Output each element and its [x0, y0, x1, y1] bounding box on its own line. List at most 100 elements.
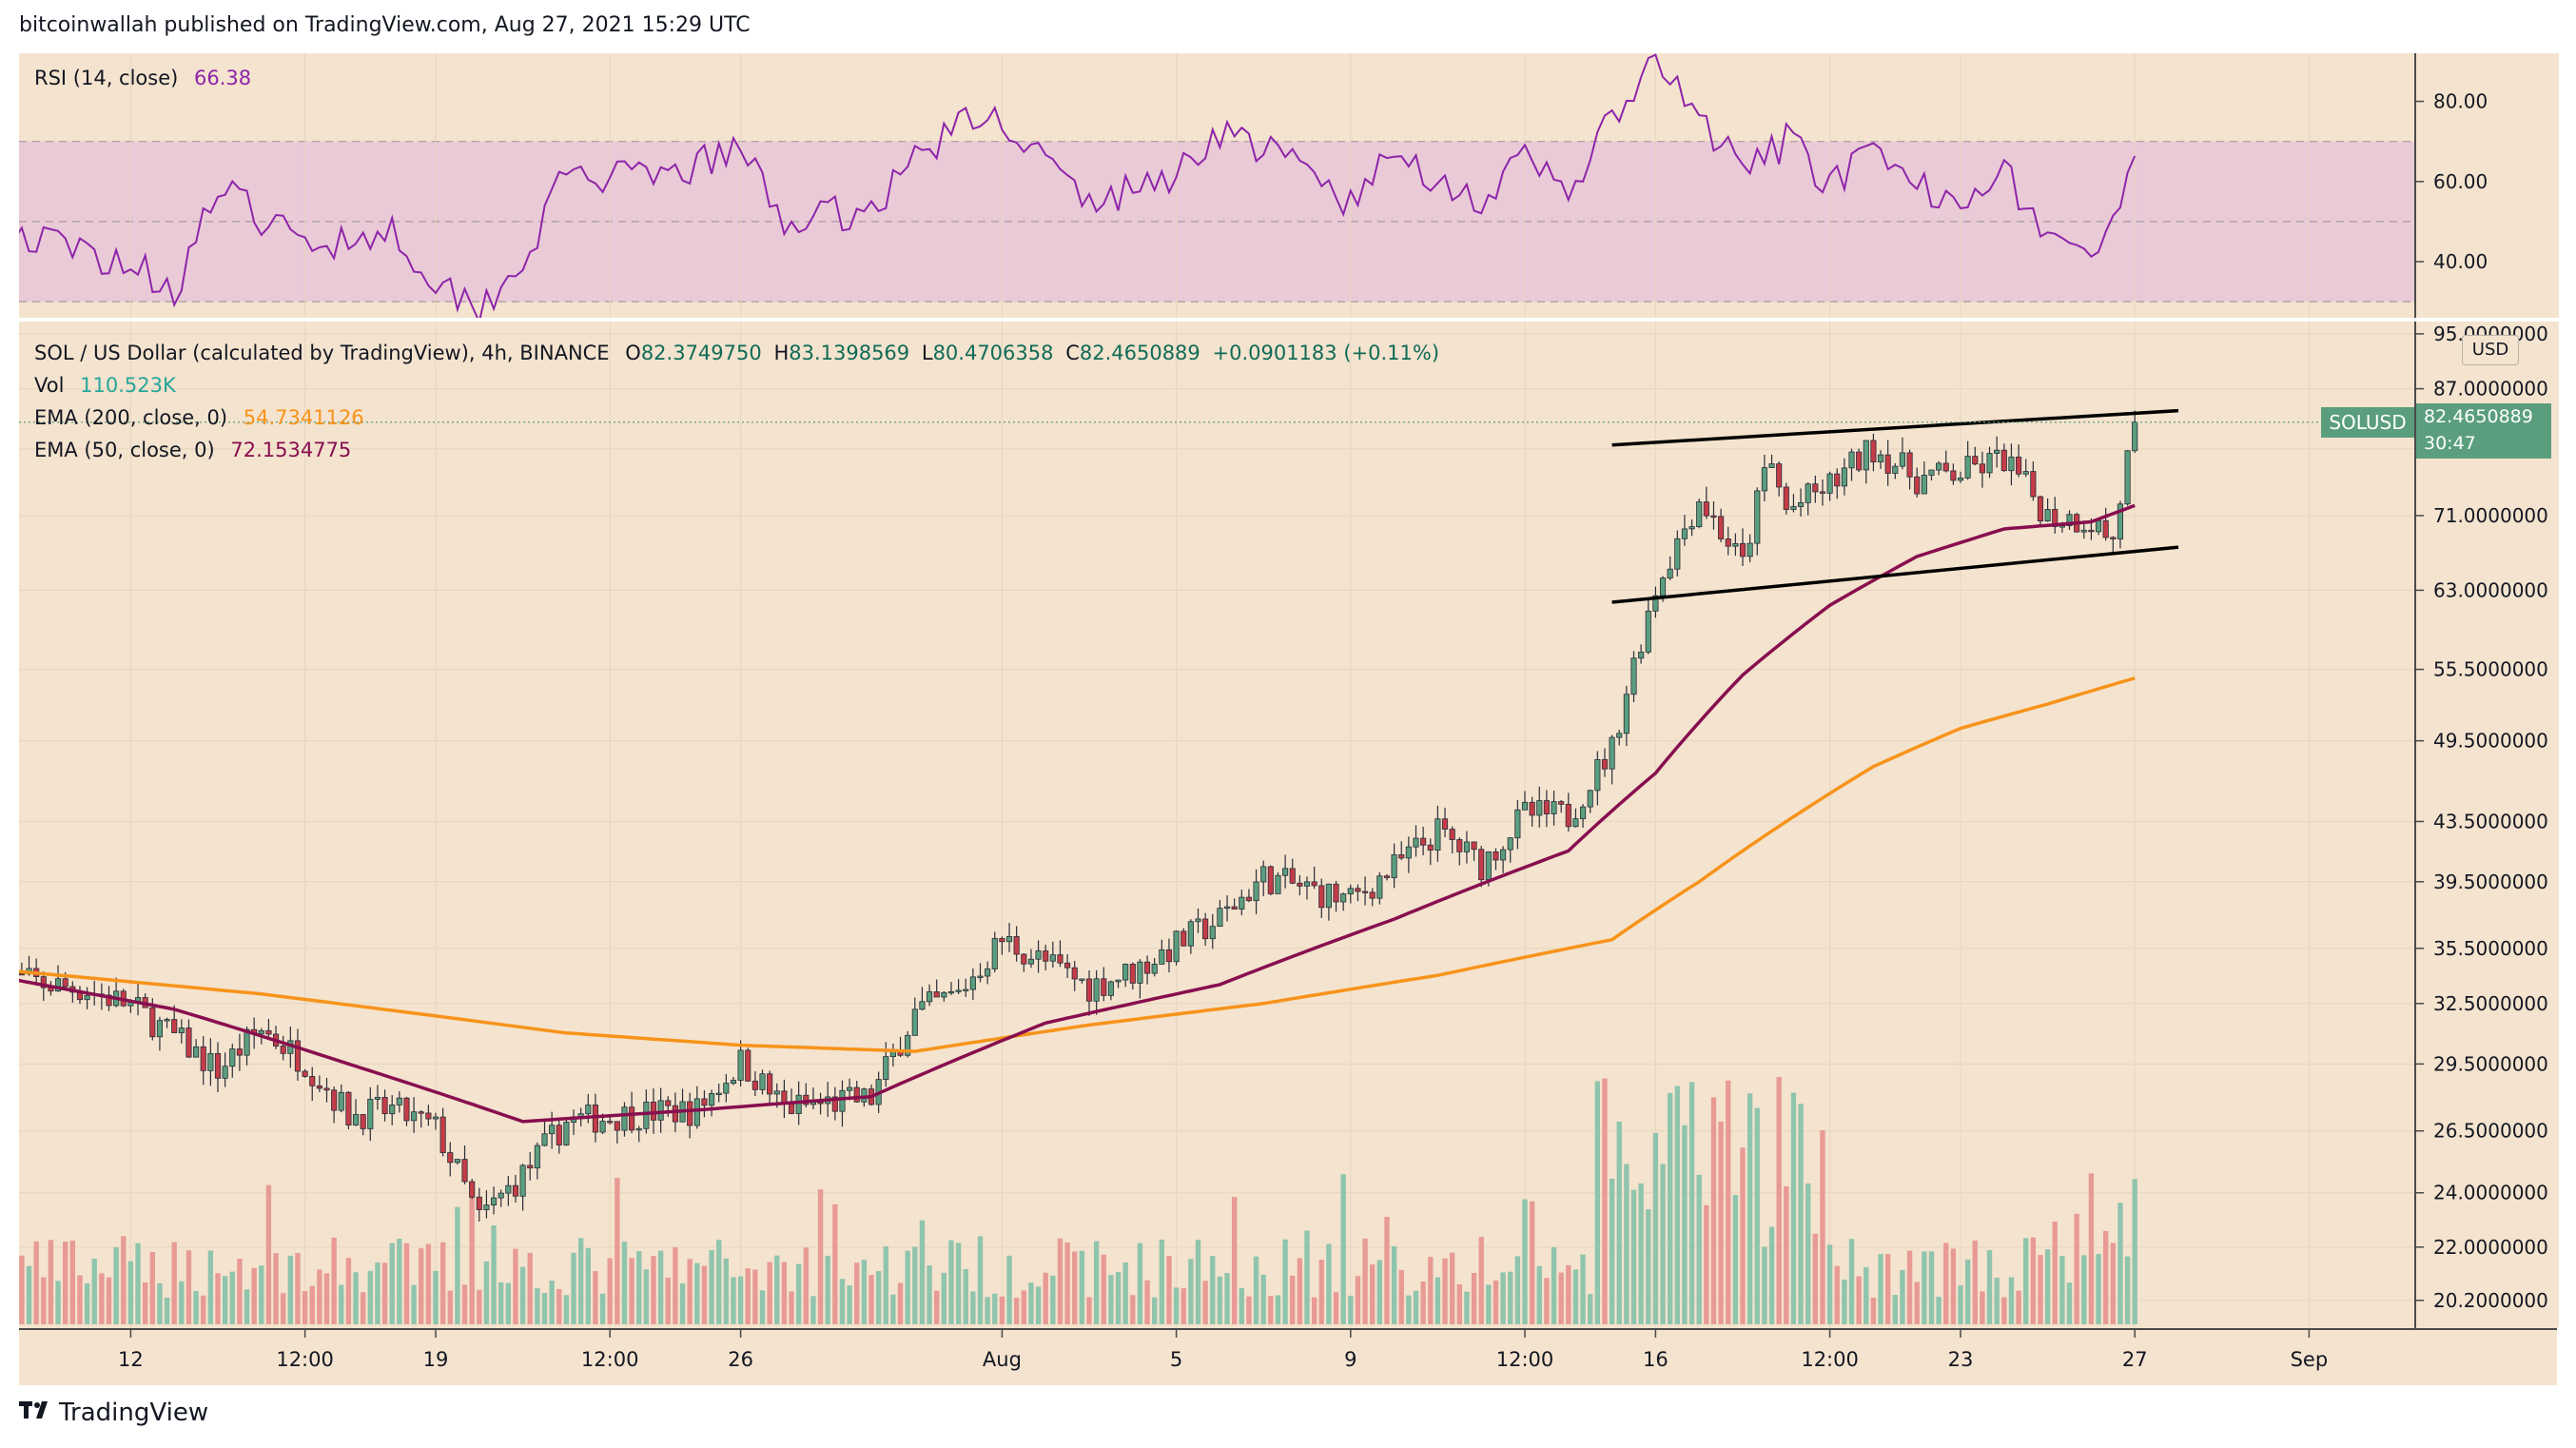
volume-bar	[1449, 1252, 1455, 1324]
footer-brand[interactable]: TradingView	[19, 1399, 208, 1427]
price-tick-label: 20.2000000	[2433, 1289, 2548, 1312]
candle-down	[1565, 803, 1571, 828]
candle-up	[244, 1028, 250, 1056]
candle-down	[592, 1105, 599, 1133]
candle-down	[2102, 519, 2109, 538]
volume-bar	[179, 1281, 185, 1324]
time-axis[interactable]: 12 12:00 19 12:00 26 Aug 5 9 12:00 16 12:00 23 27 Sep	[19, 1328, 2557, 1385]
symbol-title: SOL / US Dollar (calculated by TradingVi…	[34, 342, 610, 364]
volume-bar	[375, 1262, 381, 1324]
candle-down	[236, 1048, 243, 1056]
volume-bar	[1551, 1246, 1557, 1324]
volume-bar	[397, 1238, 402, 1324]
ema50-line	[19, 503, 2136, 1124]
volume-bar	[2110, 1243, 2116, 1324]
currency-button[interactable]: USD	[2462, 335, 2519, 365]
volume-bar	[1900, 1269, 1905, 1324]
volume-bar	[1718, 1121, 1724, 1324]
candle-down	[439, 1116, 446, 1153]
volume-bar	[593, 1271, 598, 1324]
candle-down	[1870, 440, 1877, 462]
candle-down	[1834, 473, 1841, 487]
candle-up	[1027, 958, 1035, 965]
volume-bar	[2066, 1282, 2073, 1324]
candle-down	[1783, 486, 1789, 510]
volume-bar	[1391, 1245, 1397, 1324]
volume-bar	[2081, 1255, 2087, 1324]
volume-bar	[1239, 1288, 1244, 1324]
candle-down	[1245, 896, 1253, 902]
volume-bar	[331, 1237, 337, 1324]
volume-bar	[1224, 1273, 1230, 1324]
volume-bar	[295, 1253, 301, 1324]
volume-bar	[1028, 1282, 1034, 1324]
candle-up	[1957, 478, 1964, 481]
volume-bar	[1130, 1295, 1136, 1324]
volume-bar	[1050, 1275, 1056, 1324]
candle-down	[1558, 801, 1565, 805]
candle-up	[84, 994, 90, 1001]
rsi-pane[interactable]: RSI (14, close) 66.38	[19, 53, 2414, 318]
candle-up	[338, 1091, 344, 1111]
volume-bar	[1420, 1281, 1426, 1324]
candle-up	[1964, 456, 1971, 479]
volume-bar	[106, 1277, 112, 1324]
volume-bar	[1826, 1244, 1833, 1324]
candle-down	[1456, 839, 1463, 852]
candle-down	[701, 1098, 708, 1106]
candle-down	[853, 1086, 860, 1103]
candle-down	[1914, 476, 1921, 495]
candle-up	[505, 1184, 512, 1194]
volume-bar	[2102, 1230, 2109, 1324]
candle-down	[1471, 841, 1477, 851]
volume-bar	[1536, 1265, 1542, 1324]
volume-bar	[1115, 1272, 1122, 1324]
rsi-line	[19, 53, 2137, 318]
volume-bar	[1434, 1277, 1441, 1324]
volume-bar	[84, 1282, 90, 1324]
candle-down	[316, 1085, 322, 1089]
candle-down	[185, 1027, 192, 1058]
last-price-value: 82.4650889	[2424, 406, 2533, 427]
volume-bar	[2008, 1277, 2015, 1324]
volume-bar	[1079, 1250, 1085, 1324]
candle-up	[1209, 926, 1216, 940]
candle-down	[751, 1080, 758, 1090]
candle-up	[193, 1046, 200, 1058]
volume-bar	[281, 1293, 286, 1324]
ema200-label: EMA (200, close, 0)	[34, 406, 228, 429]
rsi-axis[interactable]: 80.00 60.00 40.00	[2414, 53, 2559, 318]
candle-down	[788, 1103, 795, 1114]
volume-bar	[679, 1283, 686, 1324]
candle-down	[1441, 818, 1449, 830]
candle-up	[730, 1080, 737, 1085]
main-legend: SOL / US Dollar (calculated by TradingVi…	[34, 337, 1439, 466]
candle-up	[1994, 449, 2000, 454]
candle-up	[1122, 964, 1129, 981]
price-axis[interactable]: 95.000000087.000000079.000000071.0000000…	[2414, 322, 2559, 1328]
candle-up	[258, 1029, 264, 1035]
candle-down	[2052, 509, 2059, 527]
volume-bar	[41, 1277, 47, 1324]
volume-bar	[716, 1240, 722, 1324]
candle-up	[693, 1098, 700, 1126]
candle-up	[1521, 801, 1529, 811]
price-pane[interactable]: SOL / US Dollar (calculated by TradingVi…	[19, 322, 2414, 1328]
price-tick-label: 26.5000000	[2433, 1120, 2548, 1143]
volume-bar	[1798, 1104, 1804, 1324]
candle-up	[2044, 509, 2051, 522]
candle-up	[773, 1090, 780, 1095]
volume-bar	[535, 1288, 540, 1324]
volume-bar	[1688, 1082, 1695, 1324]
symbol-badge: SOLUSD	[2321, 407, 2414, 438]
volume-bar	[201, 1295, 206, 1324]
candle-up	[969, 976, 976, 990]
pane-divider[interactable]	[19, 318, 2414, 322]
candle-up	[1137, 961, 1143, 984]
candle-up	[1500, 849, 1507, 861]
candle-down	[345, 1091, 352, 1125]
candle-down	[1143, 961, 1151, 974]
time-tick-label: Aug	[983, 1348, 1022, 1371]
volume-bar	[2044, 1249, 2051, 1324]
candle-up	[1645, 610, 1651, 653]
